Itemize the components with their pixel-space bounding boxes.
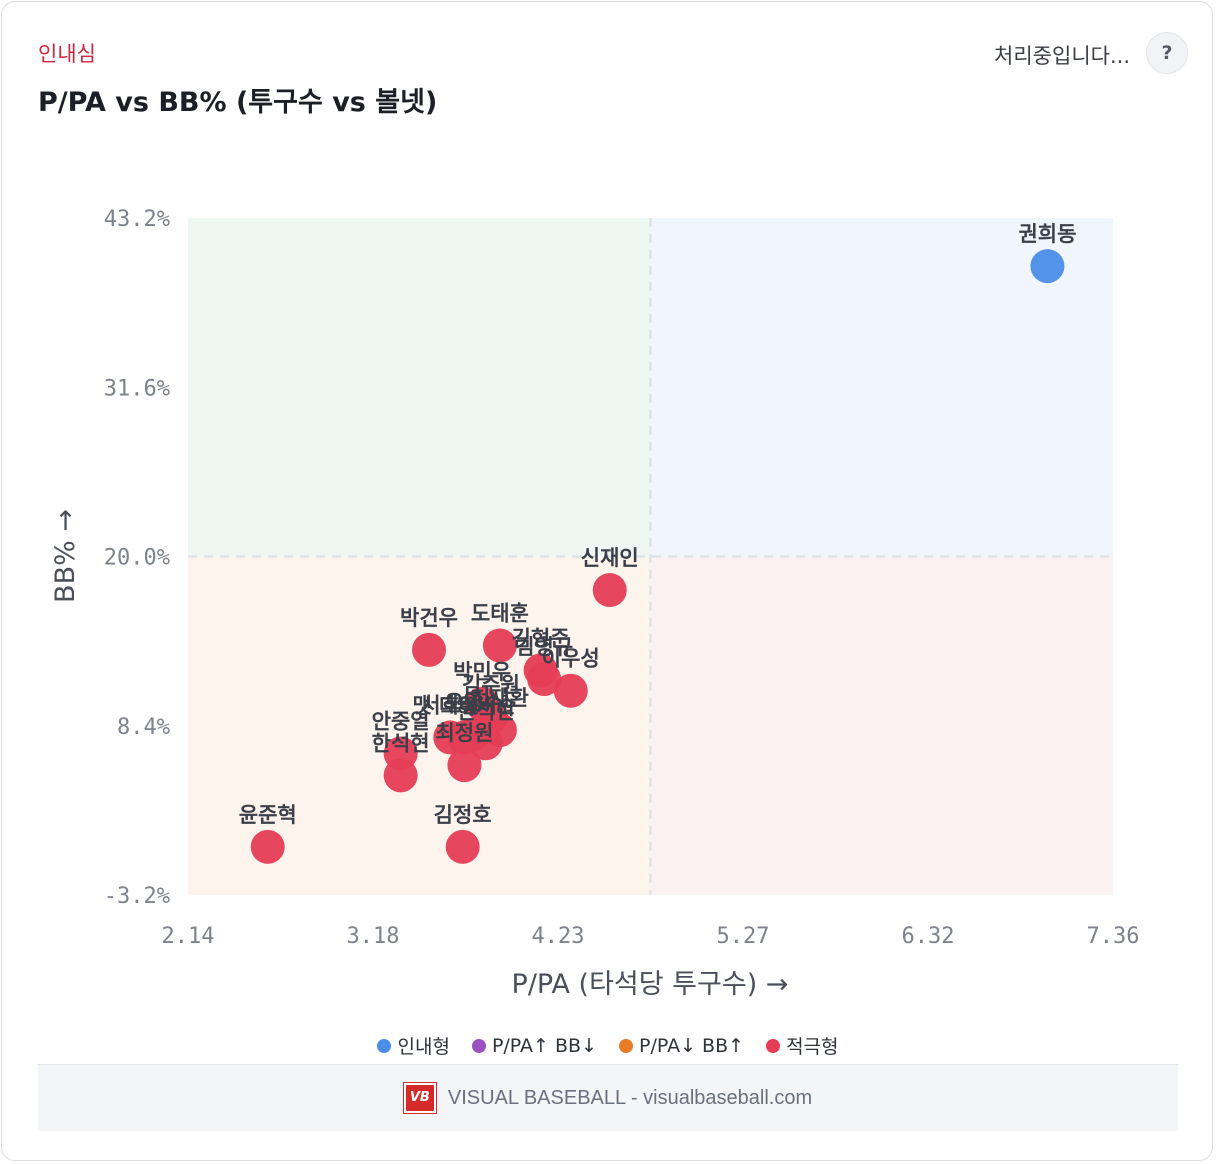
help-button[interactable]: ? (1146, 32, 1188, 74)
quadrant-bottom-right (650, 556, 1113, 895)
chart-title: P/PA vs BB% (투구수 vs 볼넷) (38, 87, 438, 118)
point-label: 윤준혁 (239, 803, 297, 827)
point-label: 서호철 (421, 693, 479, 717)
legend-label: P/PA↑ BB↓ (491, 1034, 597, 1057)
legend-label: 인내형 (397, 1036, 450, 1058)
point-label: 한석현 (457, 699, 515, 723)
data-point[interactable] (592, 573, 627, 608)
y-axis-label: BB% → (50, 509, 81, 603)
point-label: 박민우 (453, 660, 511, 684)
legend-item-patient[interactable]: 인내형 (377, 1032, 450, 1059)
footer-link[interactable]: VISUAL BASEBALL - visualbaseball.com (447, 1086, 813, 1109)
y-tick-label: -3.2% (104, 884, 170, 909)
data-point[interactable] (1030, 249, 1065, 284)
point-label: 김형준 (512, 626, 570, 650)
point-label: 오영수 (444, 691, 502, 715)
point-label: 한석현 (372, 731, 430, 755)
y-tick-label: 31.6% (104, 376, 170, 401)
data-point[interactable] (482, 628, 517, 663)
x-tick-label: 4.23 (532, 924, 585, 949)
data-point[interactable] (447, 748, 482, 783)
point-label: 권희동 (1018, 222, 1076, 246)
legend: 인내형 P/PA↑ BB↓ P/PA↓ BB↑ 적극형 (0, 1032, 1216, 1059)
point-label: 이우성 (542, 647, 600, 671)
y-tick-label: 8.4% (117, 715, 170, 740)
legend-dot-icon (766, 1038, 781, 1053)
point-label: 김주원 (462, 673, 520, 697)
x-tick-label: 3.18 (347, 924, 400, 949)
legend-item-ppa-up-bb-down[interactable]: P/PA↑ BB↓ (471, 1032, 597, 1059)
data-point[interactable] (445, 829, 480, 864)
point-label: 김정호 (434, 803, 492, 827)
y-tick-label: 20.0% (104, 546, 170, 571)
point-label: 최정원 (435, 721, 493, 745)
legend-label: 적극형 (786, 1036, 839, 1058)
point-label: 박건우 (400, 606, 458, 630)
legend-dot-icon (377, 1038, 392, 1053)
y-tick-label: 43.2% (104, 207, 170, 232)
data-point[interactable] (553, 673, 588, 708)
footer: VB VISUAL BASEBALL - visualbaseball.com (38, 1064, 1178, 1131)
point-label: 도태훈 (471, 602, 529, 626)
data-point[interactable] (250, 829, 285, 864)
legend-dot-icon (619, 1038, 633, 1053)
point-label: 김영규 (515, 635, 573, 659)
x-tick-label: 7.36 (1087, 924, 1140, 949)
scatter-plot: 2.14 3.18 4.23 5.27 6.32 7.36 43.2% 31.6% 20.0% 8… (50, 207, 1140, 1000)
legend-item-ppa-down-bb-up[interactable]: P/PA↓ BB↑ (619, 1032, 744, 1059)
x-axis-label: P/PA (타석당 투구수) → (512, 969, 789, 1000)
point-label: 안중열 (372, 709, 430, 733)
data-point[interactable] (411, 632, 446, 667)
x-tick-label: 2.14 (162, 924, 215, 949)
chart-subtitle: 인내심 (38, 42, 96, 66)
x-tick-label: 5.27 (717, 924, 770, 949)
legend-label: P/PA↓ BB↑ (639, 1034, 745, 1057)
data-point[interactable] (383, 758, 418, 793)
data-point[interactable] (527, 662, 562, 697)
legend-item-aggressive[interactable]: 적극형 (766, 1032, 839, 1059)
point-label: 맷 데이비슨 (412, 693, 516, 717)
quadrant-top-left (188, 218, 651, 557)
x-tick-label: 6.32 (902, 924, 955, 949)
processing-status: 처리중입니다... (994, 44, 1130, 68)
data-point[interactable] (468, 726, 503, 761)
point-label: 신재인 (581, 546, 639, 570)
point-label: 천재환 (471, 686, 529, 710)
visual-baseball-logo: VB (402, 1082, 437, 1114)
legend-dot-icon (471, 1038, 486, 1053)
